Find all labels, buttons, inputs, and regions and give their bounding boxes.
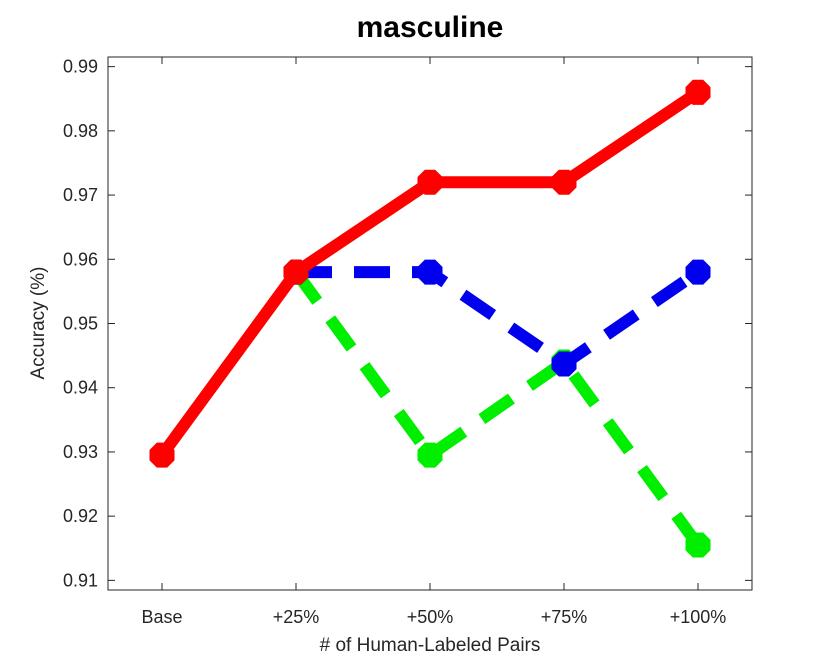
x-tick-label: +25% — [273, 607, 320, 627]
y-tick-label: 0.93 — [63, 442, 98, 462]
data-point — [417, 259, 443, 285]
y-tick-label: 0.99 — [63, 57, 98, 77]
chart-title: masculine — [357, 11, 504, 44]
x-tick-label: +50% — [407, 607, 454, 627]
data-point — [685, 532, 711, 558]
plot-area — [107, 56, 753, 591]
series-layer — [149, 79, 711, 558]
y-axis-label: Accuracy (%) — [28, 267, 49, 380]
data-point — [417, 442, 443, 468]
series-line — [296, 266, 702, 370]
data-point — [685, 79, 711, 105]
y-tick-label: 0.96 — [63, 249, 98, 269]
x-tick-label: +100% — [670, 607, 727, 627]
series-line — [291, 268, 703, 549]
series-2 — [149, 79, 711, 468]
x-tick-label: Base — [141, 607, 182, 627]
x-tick-label: +75% — [541, 607, 588, 627]
y-tick-label: 0.98 — [63, 121, 98, 141]
data-point — [417, 169, 443, 195]
x-axis-label: # of Human-Labeled Pairs — [320, 635, 541, 656]
ticks: 0.91 0.92 0.93 0.94 0.95 0.96 0.97 0.98 0.99 Base… — [63, 57, 752, 627]
y-tick-label: 0.92 — [63, 506, 98, 526]
data-point — [685, 259, 711, 285]
y-tick-label: 0.91 — [63, 570, 98, 590]
data-point — [551, 169, 577, 195]
y-tick-label: 0.95 — [63, 314, 98, 334]
data-point — [551, 351, 577, 377]
data-point — [283, 259, 309, 285]
y-tick-label: 0.94 — [63, 378, 98, 398]
y-tick-label: 0.97 — [63, 185, 98, 205]
data-point — [149, 442, 175, 468]
